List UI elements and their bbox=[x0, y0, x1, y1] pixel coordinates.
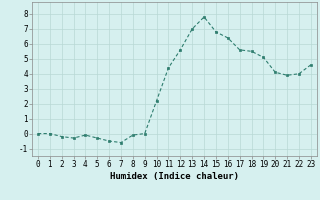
X-axis label: Humidex (Indice chaleur): Humidex (Indice chaleur) bbox=[110, 172, 239, 181]
